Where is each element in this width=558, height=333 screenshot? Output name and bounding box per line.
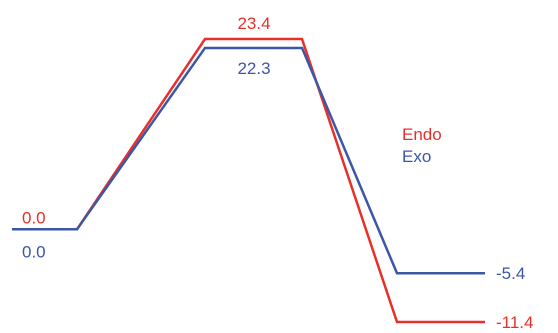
series-line-exo bbox=[12, 46, 485, 275]
legend-entry-exo: Exo bbox=[402, 147, 431, 166]
data-label-endo-2: -11.4 bbox=[496, 313, 534, 332]
data-label-endo-1: 23.4 bbox=[237, 14, 270, 33]
data-label-exo-1: 22.3 bbox=[237, 59, 270, 78]
label-layer: 0.0 23.4 -11.4 0.0 22.3 -5.4 bbox=[22, 14, 534, 332]
data-label-exo-0: 0.0 bbox=[22, 242, 46, 261]
data-label-endo-0: 0.0 bbox=[22, 208, 46, 227]
legend-entry-endo: Endo bbox=[402, 125, 442, 144]
data-label-exo-2: -5.4 bbox=[496, 264, 525, 283]
series-layer bbox=[12, 37, 485, 324]
legend: Endo Exo bbox=[402, 125, 442, 166]
series-line-endo bbox=[12, 37, 485, 324]
